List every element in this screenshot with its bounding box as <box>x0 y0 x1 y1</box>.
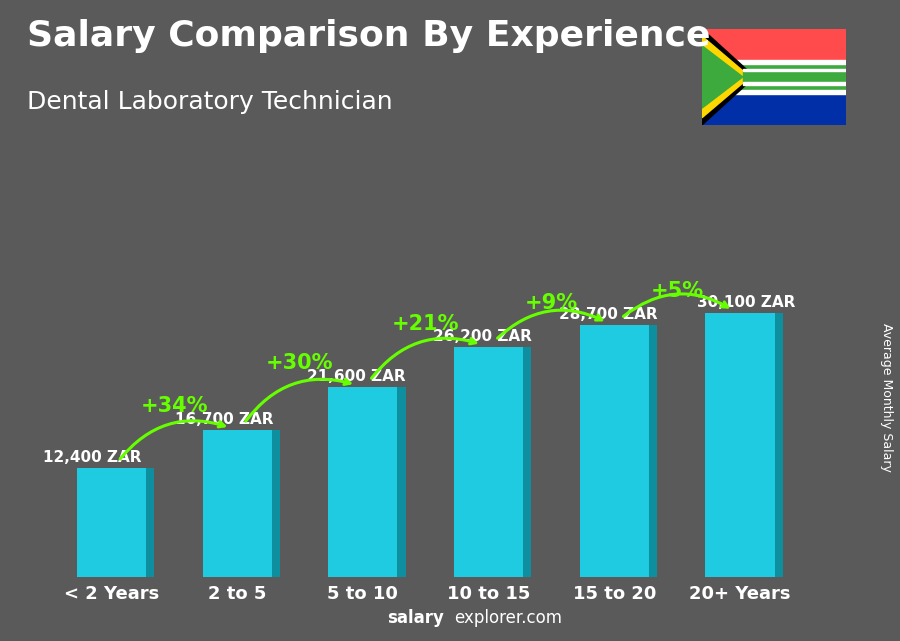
Text: salary: salary <box>387 609 444 627</box>
Bar <box>702 61 846 93</box>
Bar <box>702 93 846 125</box>
Polygon shape <box>146 468 154 577</box>
Text: Dental Laboratory Technician: Dental Laboratory Technician <box>27 90 392 113</box>
Text: 26,200 ZAR: 26,200 ZAR <box>433 329 532 344</box>
Text: explorer.com: explorer.com <box>454 609 562 627</box>
Bar <box>702 90 846 94</box>
Text: +9%: +9% <box>525 293 578 313</box>
Bar <box>328 387 398 577</box>
Bar <box>76 468 146 577</box>
Polygon shape <box>702 29 755 125</box>
Bar <box>702 29 846 61</box>
Text: +21%: +21% <box>392 314 460 334</box>
Text: Salary Comparison By Experience: Salary Comparison By Experience <box>27 19 710 53</box>
Text: 12,400 ZAR: 12,400 ZAR <box>43 450 142 465</box>
Text: +5%: +5% <box>651 281 704 301</box>
Bar <box>202 430 272 577</box>
Polygon shape <box>272 430 280 577</box>
Polygon shape <box>702 36 750 118</box>
Bar <box>742 71 846 83</box>
Text: Average Monthly Salary: Average Monthly Salary <box>880 323 893 472</box>
Polygon shape <box>775 313 783 577</box>
Text: +30%: +30% <box>266 353 334 373</box>
Text: 30,100 ZAR: 30,100 ZAR <box>698 295 796 310</box>
Polygon shape <box>702 46 742 108</box>
Polygon shape <box>523 347 531 577</box>
Text: 16,700 ZAR: 16,700 ZAR <box>176 412 274 428</box>
Text: 28,700 ZAR: 28,700 ZAR <box>559 307 657 322</box>
Bar <box>742 83 846 85</box>
Bar <box>702 60 846 63</box>
Polygon shape <box>398 387 406 577</box>
Bar <box>454 347 523 577</box>
Bar <box>580 325 649 577</box>
Text: +34%: +34% <box>140 396 208 416</box>
Bar <box>706 313 775 577</box>
Polygon shape <box>649 325 657 577</box>
Bar <box>742 69 846 71</box>
Text: 21,600 ZAR: 21,600 ZAR <box>307 369 406 385</box>
